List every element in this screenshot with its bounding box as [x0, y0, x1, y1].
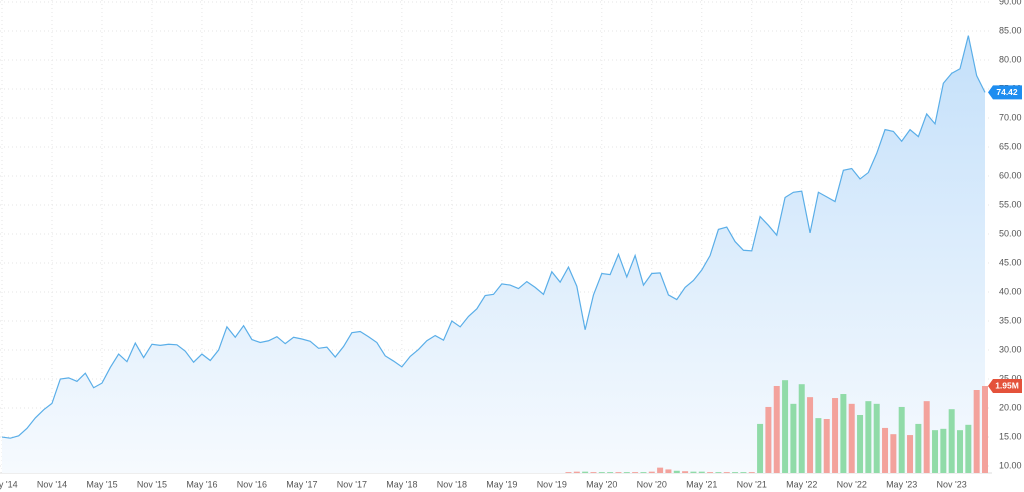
y-tick-label: 15.00	[999, 431, 1022, 441]
volume-bar	[623, 472, 630, 473]
y-tick-label: 90.00	[999, 0, 1022, 6]
volume-bar	[640, 472, 647, 473]
volume-bar	[573, 471, 580, 473]
volume-bar	[657, 467, 664, 473]
volume-bar	[757, 423, 764, 473]
y-tick-label: 55.00	[999, 199, 1022, 209]
volume-bar	[857, 414, 864, 473]
volume-bar	[890, 434, 897, 473]
y-tick-label: 45.00	[999, 257, 1022, 267]
volume-bar	[940, 428, 947, 473]
volume-bar	[973, 390, 980, 473]
volume-bar	[565, 472, 572, 473]
volume-bar	[615, 472, 622, 473]
volume-badge	[988, 378, 1022, 393]
x-tick-label: May '20	[586, 479, 617, 489]
x-tick-label: May '16	[186, 479, 217, 489]
volume-bar	[648, 471, 655, 473]
y-tick-label: 85.00	[999, 25, 1022, 35]
volume-bar	[815, 418, 822, 473]
volume-bar	[698, 471, 705, 473]
volume-bar	[840, 394, 847, 473]
x-tick-label: Nov '20	[637, 479, 667, 489]
x-tick-label: May '14	[0, 479, 18, 489]
y-tick-label: 40.00	[999, 286, 1022, 296]
volume-bar	[665, 469, 672, 473]
volume-bar	[882, 427, 889, 473]
volume-bar	[782, 380, 789, 473]
price-area	[2, 35, 985, 474]
volume-bar	[898, 406, 905, 473]
volume-bar	[673, 470, 680, 473]
x-tick-label: May '15	[86, 479, 117, 489]
x-tick-label: Nov '17	[337, 479, 367, 489]
volume-bar	[582, 471, 589, 473]
x-tick-label: Nov '21	[737, 479, 767, 489]
y-tick-label: 70.00	[999, 112, 1022, 122]
volume-bar	[807, 397, 814, 473]
volume-bar	[707, 472, 714, 473]
volume-bar	[723, 472, 730, 473]
volume-bar	[823, 419, 830, 473]
x-tick-label: May '21	[686, 479, 717, 489]
volume-bar	[915, 423, 922, 473]
price-line	[1, 35, 986, 439]
volume-bar	[923, 401, 930, 473]
volume-bar	[590, 472, 597, 473]
volume-bar	[798, 384, 805, 473]
volume-bar	[873, 403, 880, 473]
volume-bar	[948, 409, 955, 473]
volume-bar	[865, 401, 872, 473]
volume-bar	[790, 403, 797, 473]
volume-bar	[598, 472, 605, 473]
x-tick-label: May '19	[486, 479, 517, 489]
x-tick-label: Nov '15	[137, 479, 167, 489]
y-tick-label: 50.00	[999, 228, 1022, 238]
volume-bar	[932, 430, 939, 473]
y-tick-label: 80.00	[999, 54, 1022, 64]
volume-bar	[740, 472, 747, 473]
y-tick-label: 60.00	[999, 170, 1022, 180]
volume-bar	[748, 472, 755, 473]
x-tick-label: Nov '19	[537, 479, 567, 489]
volume-bar	[632, 472, 639, 473]
volume-bar	[765, 406, 772, 473]
x-tick-label: May '23	[886, 479, 917, 489]
volume-bar	[715, 472, 722, 473]
volume-bar	[957, 430, 964, 473]
price-badge	[988, 85, 1022, 100]
volume-bar	[982, 385, 988, 473]
volume-bar	[682, 471, 689, 473]
y-tick-label: 65.00	[999, 141, 1022, 151]
volume-bar	[732, 472, 739, 473]
y-tick-label: 35.00	[999, 315, 1022, 325]
x-tick-label: May '17	[286, 479, 317, 489]
volume-badge-label: 1.95M	[995, 381, 1019, 391]
x-tick-label: Nov '16	[237, 479, 267, 489]
volume-bar	[773, 385, 780, 473]
volume-bar	[907, 435, 914, 473]
volume-bar	[832, 398, 839, 473]
volume-bar	[965, 424, 972, 473]
x-tick-label: Nov '14	[37, 479, 67, 489]
y-tick-label: 30.00	[999, 344, 1022, 354]
y-tick-label: 25.00	[999, 373, 1022, 383]
x-tick-label: Nov '18	[437, 479, 467, 489]
volume-bar	[848, 403, 855, 473]
x-tick-label: May '22	[786, 479, 817, 489]
y-tick-label: 10.00	[999, 460, 1022, 470]
y-tick-label: 20.00	[999, 402, 1022, 412]
x-tick-label: Nov '23	[937, 479, 967, 489]
x-tick-label: May '18	[386, 479, 417, 489]
volume-bar	[690, 471, 697, 473]
price-badge-label: 74.42	[996, 87, 1018, 97]
volume-bar	[607, 472, 614, 473]
x-tick-label: Nov '22	[837, 479, 867, 489]
